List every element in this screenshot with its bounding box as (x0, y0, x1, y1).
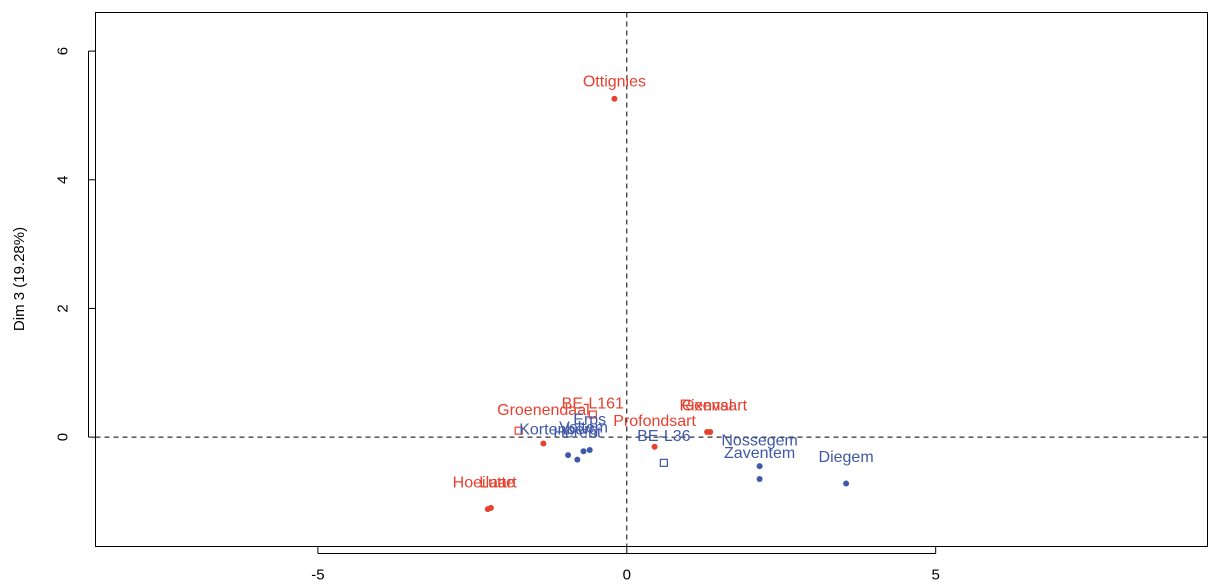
point-dot (540, 440, 547, 447)
point-label: Veltem (559, 419, 608, 436)
point-dot (611, 95, 618, 102)
point-dot (565, 452, 572, 459)
point-dot (586, 446, 593, 453)
point-dot (756, 463, 763, 470)
point-label: BE-L161 (562, 396, 624, 413)
point-label: Lutte (479, 475, 515, 492)
point-label: Zaventem (724, 445, 795, 462)
y-tick-label: 0 (55, 433, 72, 441)
point-square (588, 410, 597, 419)
x-tick-label: 5 (932, 567, 940, 584)
point-dot (580, 448, 587, 455)
point-label: Rixensart (679, 398, 747, 415)
point-square (659, 458, 668, 467)
x-tick-label: 0 (623, 567, 631, 584)
x-tick-label: -5 (311, 567, 324, 584)
point-markers (484, 95, 850, 513)
point-square (514, 426, 523, 435)
point-label: Herent (553, 425, 602, 442)
point-label: Hoeilaart (453, 475, 518, 492)
point-label: Diegem (819, 449, 874, 466)
point-dot (651, 443, 658, 450)
point-label: Nossegem (721, 432, 797, 449)
y-axis-title: Dim 3 (19.28%) (11, 227, 28, 331)
point-label: Groenendaal (497, 402, 590, 419)
axes: -5 0 5 0 2 4 6 (55, 47, 940, 584)
point-dot (756, 475, 763, 482)
point-dot (487, 504, 494, 511)
point-dot (574, 456, 581, 463)
point-label: Erps (573, 412, 606, 429)
point-dot (704, 428, 711, 435)
y-tick-label: 2 (55, 304, 72, 312)
point-label: Profondsart (613, 413, 696, 430)
point-label: BE-L36 (637, 428, 690, 445)
point-labels: BE-L161GroenendaalErpsKortenbergHerentVe… (453, 74, 874, 492)
point-label: Ottignies (583, 74, 646, 91)
point-dot (843, 480, 850, 487)
y-tick-label: 4 (55, 176, 72, 184)
reference-lines (95, 12, 1208, 547)
point-label: Genval (682, 398, 733, 415)
point-label: Kortenberg (519, 421, 598, 438)
y-tick-label: 6 (55, 47, 72, 55)
